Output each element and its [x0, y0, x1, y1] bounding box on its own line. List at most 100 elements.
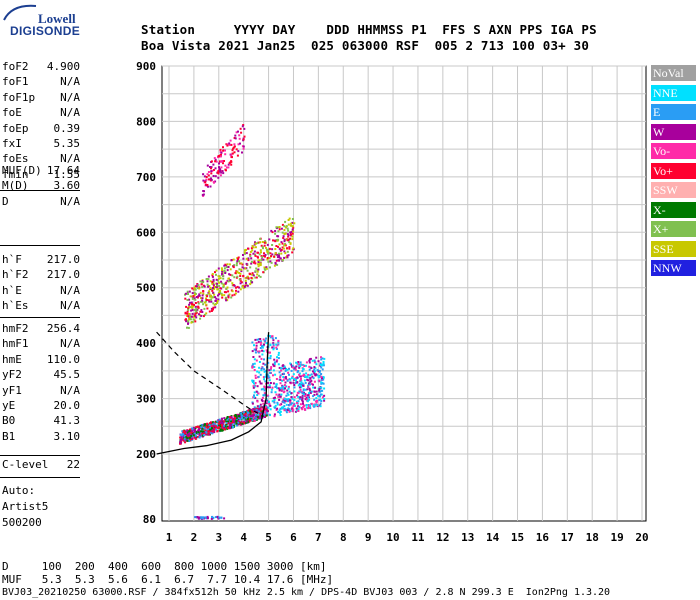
- echo-point: [188, 318, 191, 321]
- echo-point: [197, 302, 200, 305]
- echo-point: [282, 386, 285, 389]
- echo-point: [265, 408, 268, 411]
- echo-point: [245, 262, 248, 265]
- echo-point: [207, 275, 210, 278]
- echo-point: [208, 424, 211, 426]
- echo-point: [187, 322, 189, 325]
- echo-point: [198, 434, 201, 437]
- logo-lowell: Lowell: [38, 11, 76, 26]
- echo-point: [184, 292, 187, 295]
- echo-point: [210, 178, 213, 181]
- param-name: fmin: [2, 167, 29, 181]
- echo-point: [254, 246, 257, 249]
- echo-point: [239, 418, 242, 421]
- echo-point: [224, 282, 227, 285]
- echo-point: [288, 410, 291, 413]
- echo-point: [233, 424, 235, 427]
- echo-point: [259, 347, 262, 349]
- echo-point: [278, 226, 281, 228]
- echo-point: [213, 293, 216, 296]
- echo-point: [250, 276, 253, 279]
- echo-point: [231, 294, 234, 297]
- echo-point: [202, 193, 205, 196]
- echo-point: [212, 425, 215, 428]
- echo-point: [235, 419, 238, 422]
- echo-point: [256, 270, 259, 273]
- echo-point: [185, 318, 187, 321]
- echo-point: [205, 278, 208, 281]
- echo-point: [179, 433, 182, 436]
- echo-point: [242, 257, 245, 260]
- echo-point: [201, 432, 204, 435]
- echo-point: [262, 405, 265, 408]
- echo-point: [220, 153, 222, 156]
- echo-point: [265, 342, 268, 345]
- echo-point: [265, 369, 268, 372]
- echo-point: [204, 423, 206, 426]
- echo-point: [277, 235, 280, 238]
- panel-divider: [0, 317, 80, 318]
- echo-point: [235, 270, 238, 273]
- echo-point: [186, 299, 189, 301]
- echo-point: [249, 412, 252, 415]
- echo-point: [288, 367, 290, 370]
- echo-point: [281, 242, 284, 245]
- echo-point: [230, 163, 233, 166]
- echo-point: [262, 387, 265, 390]
- echo-point: [305, 396, 308, 399]
- echo-point: [281, 364, 284, 367]
- echo-point: [235, 415, 238, 417]
- echo-point: [202, 173, 205, 176]
- echo-point: [264, 416, 266, 418]
- echo-point: [278, 398, 281, 401]
- echo-point: [294, 377, 297, 380]
- echo-point: [217, 267, 220, 270]
- echo-point: [238, 272, 241, 274]
- echo-point: [260, 341, 262, 344]
- echo-point: [259, 415, 261, 418]
- echo-point: [254, 242, 257, 245]
- echo-point: [208, 292, 211, 295]
- echo-point: [318, 399, 321, 402]
- echo-point: [277, 245, 279, 248]
- echo-point: [218, 277, 220, 280]
- echo-point: [212, 428, 214, 431]
- echo-point: [185, 438, 188, 441]
- echo-point: [217, 294, 219, 297]
- param-value: 5.35: [53, 137, 81, 150]
- echo-point: [282, 247, 285, 250]
- echo-point: [257, 268, 260, 271]
- echo-point: [298, 397, 301, 400]
- echo-point: [202, 290, 205, 292]
- echo-point: [194, 312, 197, 315]
- echo-point: [300, 377, 302, 380]
- echo-point: [229, 425, 231, 428]
- echo-point: [236, 275, 239, 278]
- echo-point: [284, 232, 287, 235]
- echo-point: [212, 296, 215, 299]
- echo-point: [270, 261, 273, 264]
- echo-point: [250, 247, 253, 250]
- echo-point: [299, 403, 302, 406]
- echo-point: [277, 252, 280, 255]
- param-name: foF2: [2, 60, 29, 73]
- echo-point: [291, 251, 294, 254]
- echo-point: [319, 402, 322, 405]
- echo-point: [267, 357, 270, 360]
- echo-point: [305, 361, 308, 364]
- echo-point: [198, 425, 201, 428]
- echo-point: [281, 246, 284, 249]
- echo-point: [243, 285, 246, 288]
- echo-point: [274, 391, 277, 394]
- echo-point: [256, 405, 259, 408]
- echo-point: [276, 387, 279, 390]
- x-tick-label: 11: [411, 531, 425, 544]
- echo-point: [195, 426, 198, 428]
- legend-item-vo: Vo-: [651, 143, 696, 159]
- echo-point: [241, 285, 244, 288]
- echo-point: [284, 397, 286, 400]
- echo-point: [230, 296, 233, 299]
- echo-point: [292, 230, 295, 233]
- echo-point: [223, 424, 226, 427]
